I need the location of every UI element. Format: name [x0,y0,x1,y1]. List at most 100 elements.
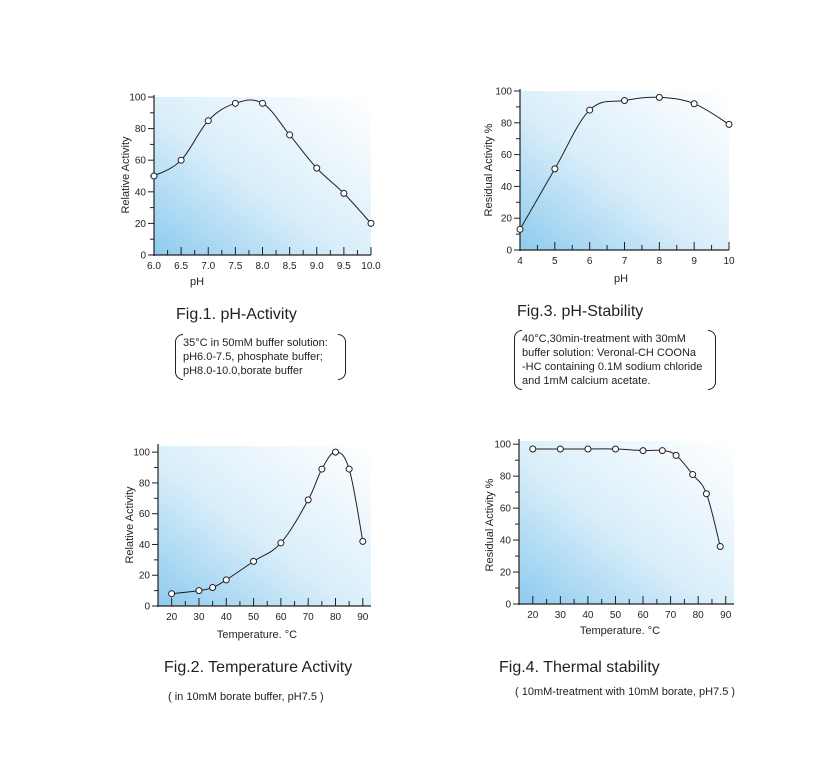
y-axis-title: Residual Activity % [483,123,495,216]
data-point [367,219,375,227]
fig2-caption: Fig.2. Temperature Activity [164,659,353,676]
data-point [150,172,158,180]
data-point [655,93,663,101]
data-point [209,584,217,592]
data-point [318,465,326,473]
data-point [725,120,733,128]
plot-area [158,446,371,606]
data-point [529,445,537,453]
y-tick-label: 100 [133,448,150,459]
x-tick-label: 7.0 [201,261,215,272]
data-point [689,471,697,479]
fig1-caption: Fig.1. pH-Activity [176,306,297,323]
fig3-note-line: buffer solution: Veronal-CH COONa [522,347,697,359]
x-axis-title: pH [190,276,204,288]
x-tick-label: 9 [691,256,697,267]
y-tick-label: 100 [494,440,511,451]
data-point [340,189,348,197]
x-axis-title: Temperature. °C [217,629,297,641]
data-point [639,447,647,455]
x-tick-label: 9.5 [337,261,351,272]
y-tick-label: 100 [495,87,512,98]
x-tick-label: 50 [610,610,622,621]
x-tick-label: 20 [166,612,178,623]
x-tick-label: 30 [193,612,205,623]
y-tick-label: 0 [505,600,511,611]
y-axis-title: Relative Activity [124,486,136,564]
y-tick-label: 40 [500,536,512,547]
data-point [177,156,185,164]
fig4-caption: Fig.4. Thermal stability [499,659,660,676]
y-tick-label: 0 [140,251,146,262]
plot-area [519,441,734,604]
x-tick-label: 10 [723,256,735,267]
data-point [556,445,564,453]
y-tick-label: 60 [135,156,147,167]
data-point [250,557,258,565]
data-point [611,445,619,453]
x-tick-label: 8.5 [283,261,297,272]
x-tick-label: 90 [357,612,369,623]
fig2-note: ( in 10mM borate buffer, pH7.5 ) [168,691,324,703]
x-tick-label: 70 [665,610,677,621]
fig3-note-line: 40°C,30min-treatment with 30mM [522,333,686,345]
x-tick-label: 8 [657,256,663,267]
y-tick-label: 20 [139,571,151,582]
x-tick-label: 7.5 [228,261,242,272]
y-tick-label: 80 [500,472,512,483]
x-tick-label: 40 [221,612,233,623]
y-tick-label: 40 [501,182,513,193]
x-tick-label: 7 [622,256,628,267]
y-tick-label: 40 [135,187,147,198]
x-tick-label: 10.0 [361,261,381,272]
data-point [621,97,628,105]
data-point [672,451,680,459]
y-axis-title: Residual Activity % [484,478,496,571]
data-point [332,448,339,456]
fig1-note-line: pH6.0-7.5, phosphate buffer; [183,351,323,363]
data-point [168,590,176,598]
y-tick-label: 0 [506,246,512,257]
x-tick-label: 6 [587,256,593,267]
x-tick-label: 8.0 [256,261,270,272]
x-tick-label: 6.5 [174,261,188,272]
x-axis-title: pH [614,273,628,285]
fig1-note-line: pH8.0-10.0,borate buffer [183,365,303,377]
x-tick-label: 60 [275,612,287,623]
series-line [532,448,721,547]
data-point [259,99,266,107]
data-point [204,117,212,125]
data-point [658,447,666,455]
data-point [277,539,285,547]
x-tick-label: 20 [527,610,539,621]
y-tick-label: 0 [144,602,150,613]
x-tick-label: 60 [637,610,649,621]
x-tick-label: 5 [552,256,558,267]
y-tick-label: 80 [135,124,147,135]
y-tick-label: 60 [500,504,512,515]
x-tick-label: 70 [303,612,315,623]
data-point [345,465,353,473]
y-tick-label: 20 [500,568,512,579]
fig1-note: 35°C in 50mM buffer solution: pH6.0-7.5,… [175,334,346,380]
y-tick-label: 20 [135,219,147,230]
y-tick-label: 40 [139,540,151,551]
data-point [586,106,594,114]
data-point [359,537,367,545]
x-tick-label: 80 [330,612,342,623]
y-tick-label: 100 [129,93,146,104]
x-tick-label: 9.0 [310,261,324,272]
fig3-note-line: -HC containing 0.1M sodium chloride [522,361,703,373]
fig4-note: ( 10mM-treatment with 10mM borate, pH7.5… [515,686,736,698]
x-axis-title: Temperature. °C [580,625,660,637]
data-point [551,165,559,173]
fig3-note-line: and 1mM calcium acetate. [522,375,651,387]
x-tick-label: 80 [693,610,705,621]
y-tick-label: 60 [139,509,151,520]
y-axis-title: Relative Activity [120,136,132,214]
data-point [304,496,312,504]
y-tick-label: 80 [501,118,513,129]
